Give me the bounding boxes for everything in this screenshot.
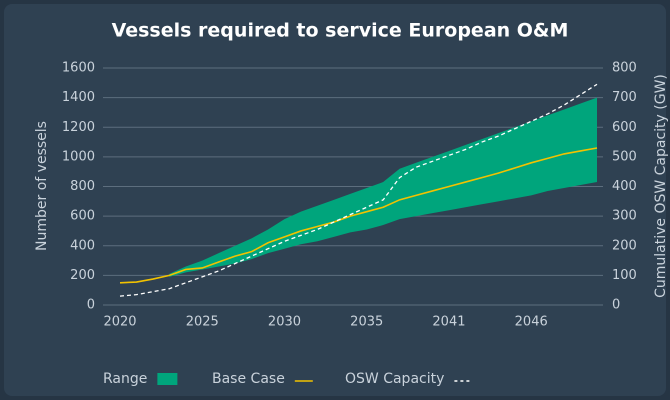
x-tick-label: 2035 <box>350 315 383 330</box>
y-tick-label: 200 <box>70 268 95 283</box>
y2-tick-label: 500 <box>612 149 637 164</box>
legend-label: Base Case <box>212 371 285 387</box>
y2-tick-label: 600 <box>612 120 637 135</box>
y-tick-label: 400 <box>70 238 95 253</box>
y-tick-label: 1400 <box>62 90 95 105</box>
legend-swatch <box>157 373 178 385</box>
x-tick-label: 2046 <box>515 315 548 330</box>
y2-tick-label: 400 <box>612 179 637 194</box>
y-tick-label: 0 <box>87 298 95 313</box>
y-axis-label: Number of vessels <box>34 121 50 251</box>
y2-tick-label: 0 <box>612 298 620 313</box>
y2-tick-label: 700 <box>612 90 637 105</box>
base-line <box>119 147 598 284</box>
y-tick-label: 600 <box>70 209 95 224</box>
y-tick-label: 1000 <box>62 149 95 164</box>
range-band <box>169 97 597 277</box>
y2-tick-label: 100 <box>612 268 637 283</box>
chart-title: Vessels required to service European O&M <box>112 20 569 42</box>
x-tick-label: 2041 <box>432 315 465 330</box>
x-tick-label: 2025 <box>186 315 219 330</box>
y2-tick-label: 800 <box>612 61 637 76</box>
legend-label: Range <box>103 371 147 387</box>
y-tick-label: 800 <box>70 179 95 194</box>
y2-tick-label: 300 <box>612 209 637 224</box>
osw-line <box>119 83 598 297</box>
y-tick-label: 1600 <box>62 61 95 76</box>
x-tick-label: 2030 <box>268 315 301 330</box>
x-tick-label: 2020 <box>103 315 136 330</box>
y2-axis-label: Cumulative OSW Capacity (GW) <box>653 74 669 298</box>
y2-tick-label: 200 <box>612 238 637 253</box>
y-tick-label: 1200 <box>62 120 95 135</box>
legend-label: OSW Capacity <box>345 371 444 387</box>
